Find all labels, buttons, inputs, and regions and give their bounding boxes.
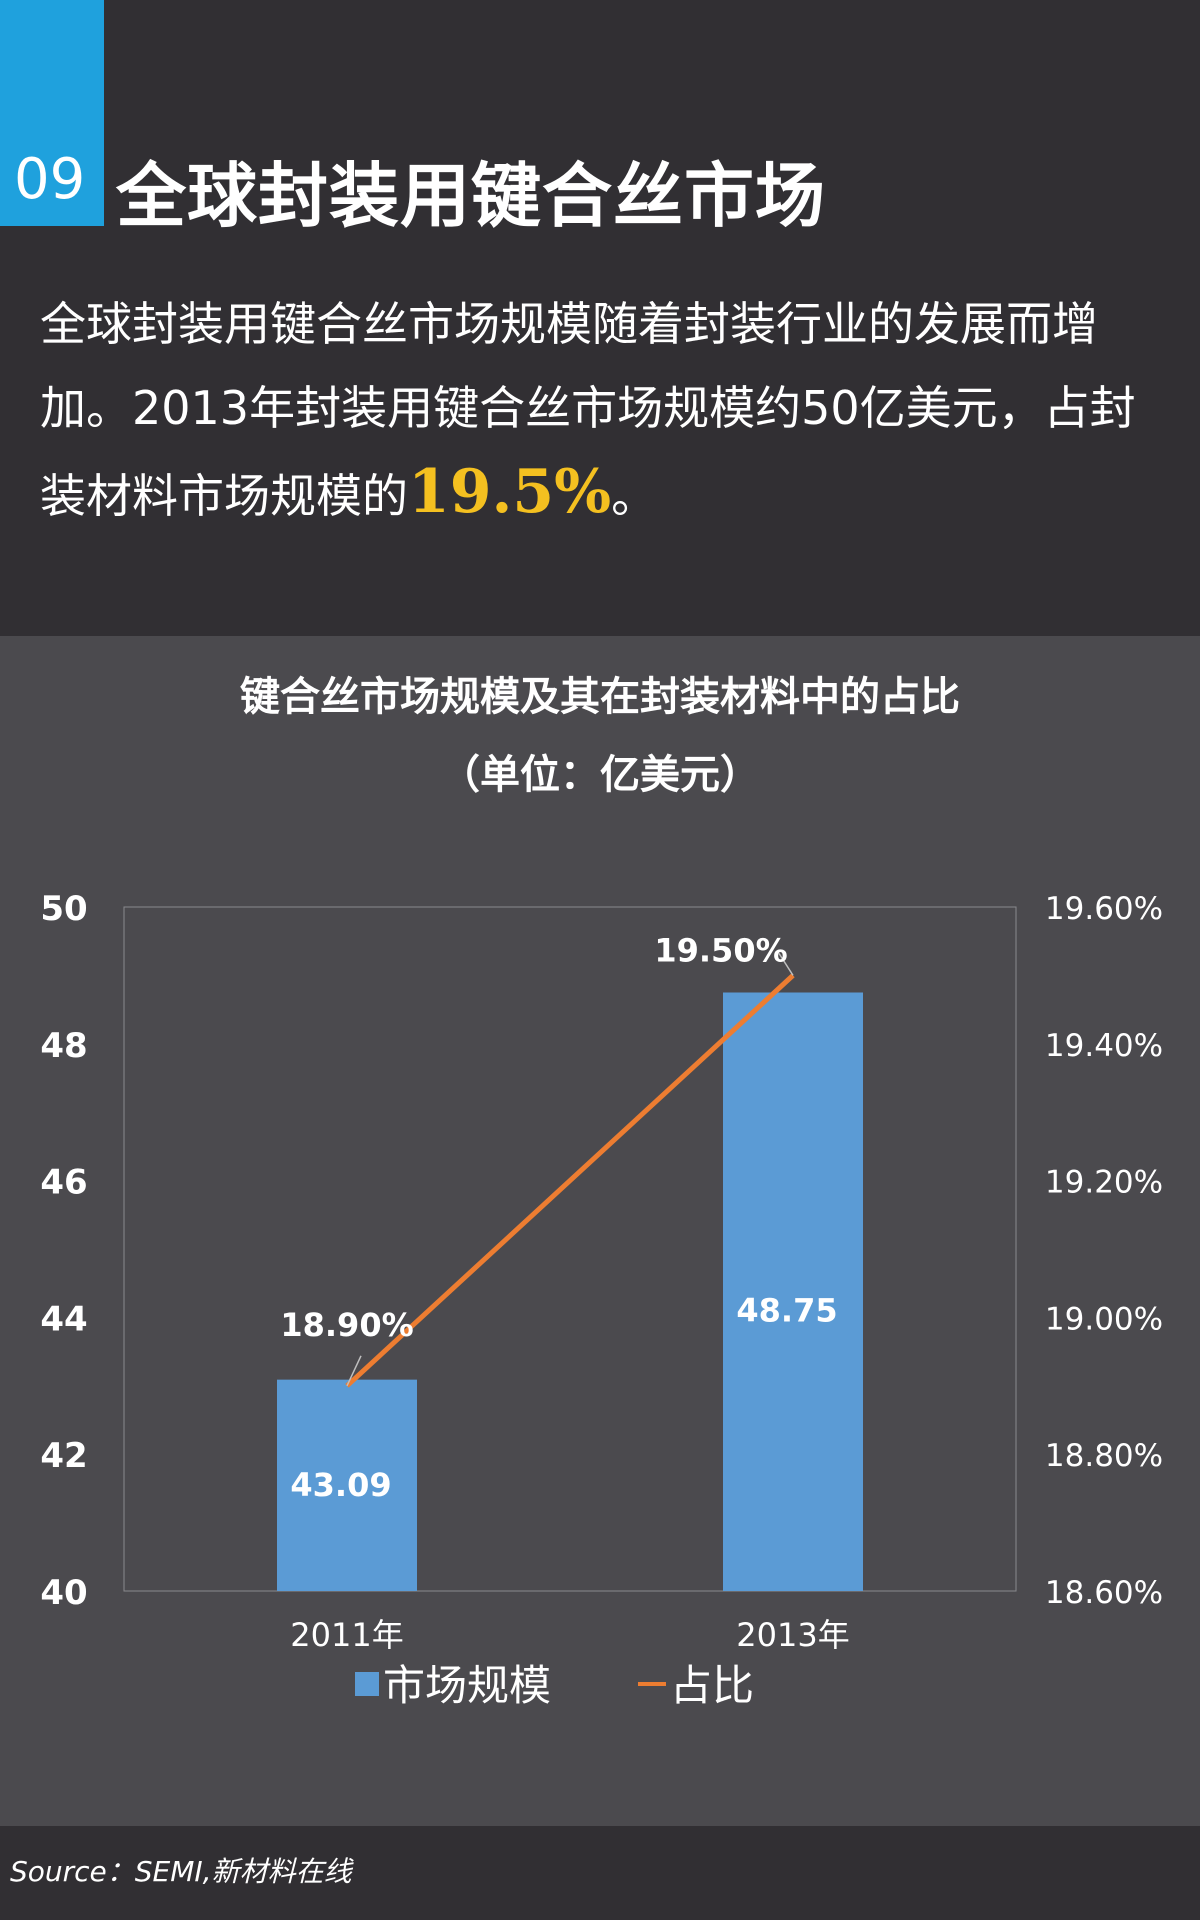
x-tick-label: 2011年 <box>290 1616 403 1654</box>
legend-swatch-market-size <box>355 1672 379 1696</box>
bar-market-size <box>723 992 863 1591</box>
y-left-tick-label: 44 <box>40 1299 87 1339</box>
legend-label-market-size: 市场规模 <box>383 1661 551 1710</box>
y-left-tick-label: 40 <box>40 1573 87 1613</box>
line-label-leader <box>346 1355 362 1387</box>
chart-subtitle: （单位：亿美元） <box>440 752 760 798</box>
x-tick-label: 2013年 <box>736 1616 849 1654</box>
legend-label-share: 占比 <box>670 1661 754 1710</box>
y-left-tick-label: 48 <box>40 1026 87 1066</box>
page-title: 全球封装用键合丝市场 <box>116 155 826 237</box>
chart-title: 键合丝市场规模及其在封装材料中的占比 <box>240 674 960 720</box>
y-right-tick-label: 19.00% <box>1045 1301 1163 1337</box>
intro-end: 。 <box>611 469 658 523</box>
combo-chart: 键合丝市场规模及其在封装材料中的占比 （单位：亿美元） 40 42 44 46 48 50… <box>40 674 1163 1710</box>
y-left-tick-label: 46 <box>40 1163 87 1203</box>
y-right-tick-label: 19.60% <box>1045 891 1163 927</box>
bar-market-size <box>277 1379 417 1591</box>
intro-text: 全球封装用键合丝市场规模随着封装行业的发展而增加。2013年封装用键合丝市场规模… <box>40 297 1136 523</box>
y-right-tick-label: 19.40% <box>1045 1028 1163 1064</box>
line-data-label: 19.50% <box>654 931 787 969</box>
y-right-tick-label: 18.60% <box>1045 1575 1163 1611</box>
y-left-tick-label: 42 <box>40 1436 87 1476</box>
bar-data-label: 48.75 <box>736 1292 837 1330</box>
line-data-label: 18.90% <box>280 1306 413 1344</box>
intro-paragraph: 全球封装用键合丝市场规模随着封装行业的发展而增加。2013年封装用键合丝市场规模… <box>40 282 1170 538</box>
bar-data-label: 43.09 <box>290 1466 391 1504</box>
section-number: 09 <box>14 147 86 212</box>
footer: Source：SEMI,新材料在线 <box>0 1826 1200 1920</box>
line-share <box>345 973 795 1388</box>
plot-area <box>123 906 1017 1592</box>
y-right-tick-label: 18.80% <box>1045 1438 1163 1474</box>
header: 09 全球封装用键合丝市场 全球封装用键合丝市场规模随着封装行业的发展而增加。2… <box>0 0 1200 636</box>
chart-panel: 键合丝市场规模及其在封装材料中的占比 （单位：亿美元） 40 42 44 46 48 50… <box>0 636 1200 1826</box>
y-right-tick-label: 19.20% <box>1045 1165 1163 1201</box>
line-label-leader <box>778 952 794 976</box>
source-note: Source：SEMI,新材料在线 <box>10 1855 352 1888</box>
section-number-badge: 09 <box>0 0 104 226</box>
y-left-tick-label: 50 <box>40 889 87 929</box>
intro-highlight-value: 19.5% <box>408 457 612 527</box>
